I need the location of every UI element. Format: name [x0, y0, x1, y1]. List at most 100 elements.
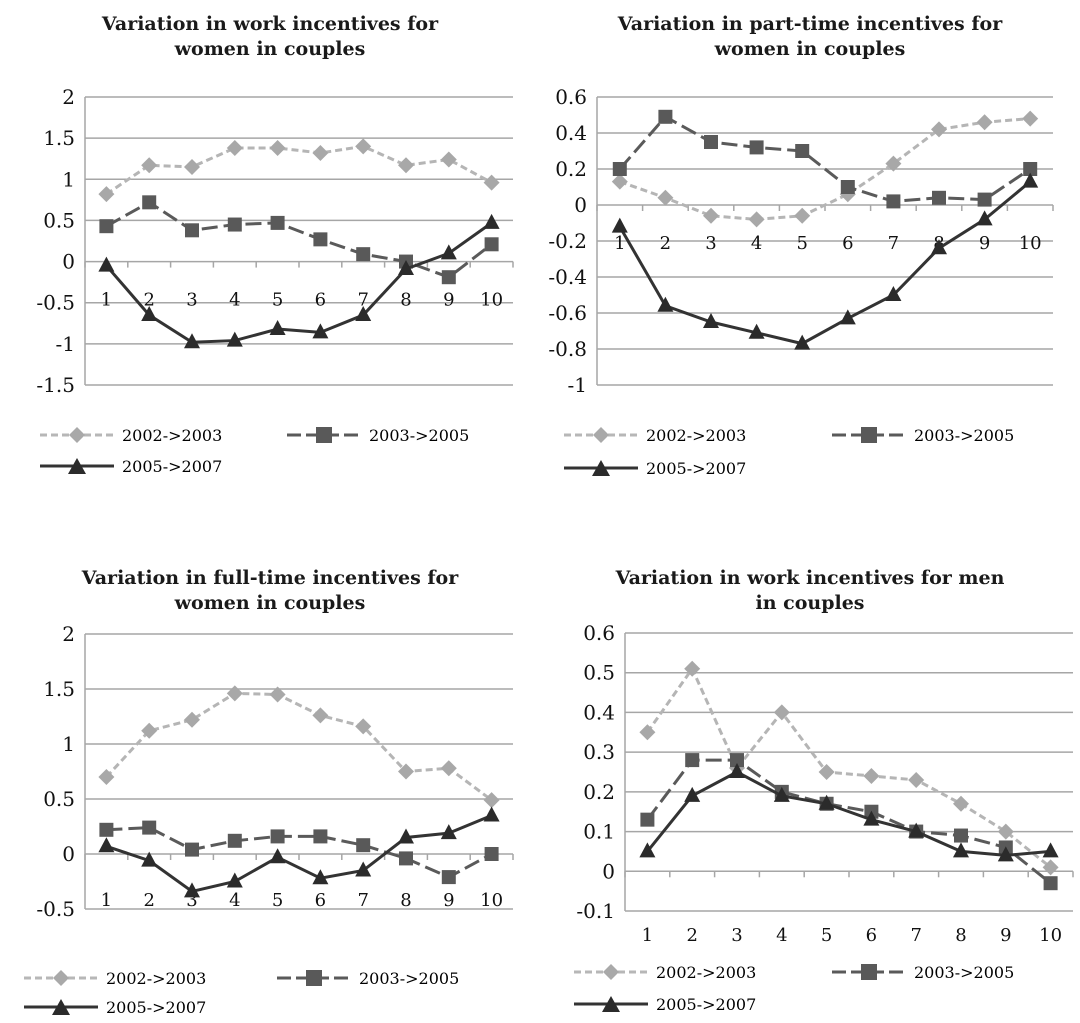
y-tick-label: -0.1 [576, 899, 615, 923]
data-point [269, 140, 286, 157]
data-point [226, 331, 243, 347]
y-tick-label: 0.5 [43, 208, 75, 232]
chart-title-line2: in couples [755, 592, 865, 614]
data-point [730, 753, 744, 768]
chart-panel-part-time-women: Variation in part-time incentives for wo… [540, 0, 1080, 500]
data-point [441, 870, 456, 885]
data-point [398, 763, 414, 780]
data-point [953, 842, 969, 858]
data-point [142, 820, 157, 835]
y-tick-label: -0.4 [548, 265, 587, 289]
series-line [646, 770, 1051, 857]
data-point [908, 822, 925, 838]
y-tick-label: 0.4 [555, 121, 587, 145]
data-point [99, 219, 114, 234]
series-line [105, 144, 493, 196]
legend-label: 2003->2005 [359, 968, 460, 988]
data-point [729, 763, 745, 778]
data-point [839, 309, 856, 325]
series-line [105, 221, 493, 344]
x-tick-label: 6 [315, 290, 326, 311]
data-point [226, 872, 243, 888]
series-line [619, 117, 1031, 221]
legend-label: 2002->2003 [106, 968, 207, 988]
x-tick-label: 3 [186, 890, 197, 911]
data-point [312, 707, 329, 724]
chart-svg-work-men: 0.6 0.5 0.4 0.3 0.2 0.1 0 -0.1 1 2 3 4 5 6 7 8 9 10 [576, 621, 1074, 946]
data-point [355, 138, 372, 155]
x-tick-label: 7 [910, 925, 921, 946]
x-tick-label: 9 [443, 290, 454, 311]
x-tick-label: 7 [888, 233, 899, 254]
x-tick-label: 9 [1000, 925, 1011, 946]
legend-item-2003-2005: 2003->2005 [285, 425, 469, 445]
x-tick-label: 4 [229, 290, 240, 311]
data-point [703, 313, 719, 328]
data-point [795, 144, 810, 158]
data-point [611, 217, 628, 233]
data-point [748, 211, 765, 228]
x-tick-label: 6 [866, 925, 877, 946]
data-point [483, 174, 500, 191]
data-point [398, 157, 414, 174]
chart-panel-work-women: Variation in work incentives for women i… [0, 0, 540, 500]
legend-item-2005-2007: 2005->2007 [562, 458, 746, 478]
data-point [1043, 876, 1058, 891]
data-point [184, 333, 200, 349]
data-point [658, 109, 673, 124]
legend-label: 2002->2003 [646, 425, 747, 445]
x-tick-label: 8 [400, 890, 411, 911]
y-tick-label: 0.5 [43, 787, 75, 811]
data-point [141, 306, 158, 322]
series-line [646, 665, 1052, 869]
data-point [749, 140, 764, 155]
data-point [885, 286, 902, 301]
data-point [398, 828, 414, 844]
chart-panel-full-time-women: Variation in full-time incentives for wo… [0, 520, 540, 1023]
data-point [483, 806, 500, 822]
data-point [997, 823, 1014, 840]
data-point [312, 144, 329, 161]
legend-item-2002-2003: 2002->2003 [38, 425, 222, 445]
x-tick-label: 5 [796, 233, 807, 254]
data-point [863, 767, 880, 784]
data-point [440, 824, 457, 840]
data-point [1022, 172, 1039, 188]
x-tick-label: 4 [229, 890, 240, 911]
data-point [269, 320, 286, 336]
legend-label: 2003->2005 [914, 425, 1015, 445]
legend-item-2003-2005: 2003->2005 [830, 425, 1014, 445]
chart-title-line1: Variation in work incentives for [101, 13, 439, 35]
data-point [312, 323, 329, 339]
data-point [794, 207, 811, 224]
data-point [885, 155, 902, 172]
data-point [226, 140, 243, 157]
legend-item-2002-2003: 2002->2003 [562, 425, 746, 445]
data-point [98, 256, 115, 272]
data-point [227, 833, 242, 848]
y-tick-label: 1 [62, 732, 75, 756]
data-point [840, 180, 855, 194]
y-tick-label: 1.5 [43, 677, 75, 701]
x-tick-label: 8 [400, 290, 411, 311]
y-tick-label: 2 [62, 622, 75, 646]
data-point [185, 223, 199, 238]
x-tick-label: 4 [776, 925, 787, 946]
x-tick-label: 10 [1019, 233, 1042, 254]
data-point [98, 837, 115, 853]
legend-label: 2005->2007 [106, 997, 207, 1017]
data-point [269, 848, 286, 864]
data-point [639, 724, 656, 741]
data-point [356, 838, 371, 853]
data-point [657, 189, 674, 206]
chart-title-line1: Variation in work incentives for men [615, 567, 1005, 589]
chart-title: Variation in full-time incentives for wo… [10, 566, 530, 616]
data-point [440, 151, 457, 168]
data-point [640, 812, 655, 827]
x-tick-label: 7 [357, 290, 368, 311]
chart-title: Variation in work incentives for women i… [20, 12, 520, 62]
data-point [931, 239, 947, 255]
chart-svg-full-time-women: 2 1.5 1 0.5 0 -0.5 1 2 3 4 5 6 7 8 9 10 [36, 622, 514, 921]
data-point [355, 306, 372, 322]
data-point [398, 259, 414, 275]
